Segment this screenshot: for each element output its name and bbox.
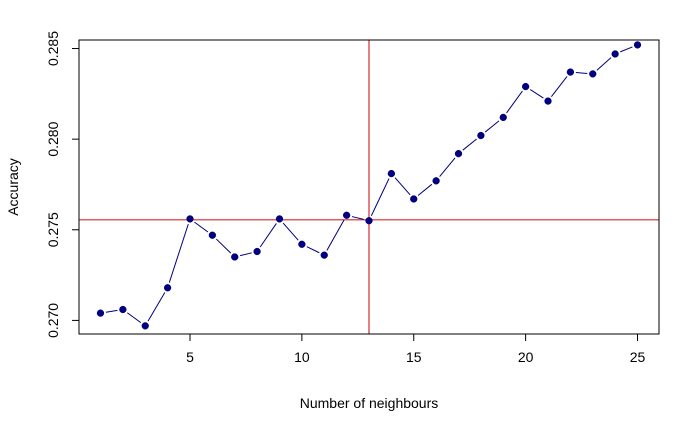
y-tick-label: 0.280 bbox=[45, 121, 61, 156]
data-point bbox=[432, 177, 440, 185]
data-point bbox=[387, 169, 396, 178]
axes-group: 5 10 15 20 25 0.270 0.275 0.280 0.285 bbox=[45, 31, 646, 365]
series-segment bbox=[370, 178, 390, 216]
data-point bbox=[589, 70, 597, 78]
data-point bbox=[544, 97, 552, 105]
series-segment bbox=[168, 223, 189, 283]
data-point bbox=[477, 131, 485, 140]
x-tick-label: 20 bbox=[518, 349, 534, 365]
series-segment bbox=[417, 183, 433, 196]
series-segment bbox=[194, 221, 209, 233]
x-tick-label: 5 bbox=[186, 349, 194, 365]
data-point bbox=[96, 309, 105, 317]
data-point bbox=[275, 215, 284, 223]
series-segment bbox=[529, 89, 544, 99]
series-segment bbox=[351, 216, 364, 220]
data-point bbox=[298, 240, 306, 248]
data-point bbox=[611, 50, 619, 58]
y-axis-label: Accuracy bbox=[5, 158, 21, 216]
data-point bbox=[141, 322, 149, 330]
series-segment bbox=[506, 90, 523, 114]
series-segment bbox=[239, 252, 252, 257]
series-segment bbox=[326, 219, 345, 251]
series-segment bbox=[147, 292, 166, 322]
x-axis-label: Number of neighbours bbox=[300, 395, 439, 411]
data-point bbox=[208, 231, 217, 239]
x-tick-label: 15 bbox=[406, 349, 422, 365]
series-group bbox=[96, 41, 642, 330]
data-point bbox=[186, 215, 194, 223]
series-segment bbox=[620, 46, 633, 53]
series-segment bbox=[550, 76, 568, 98]
series-segment bbox=[127, 312, 142, 324]
data-point bbox=[253, 247, 261, 256]
plot-frame bbox=[78, 39, 660, 335]
series-segment bbox=[575, 72, 588, 74]
y-tick-label: 0.270 bbox=[45, 303, 61, 338]
data-point bbox=[365, 217, 373, 225]
x-tick-label: 25 bbox=[630, 349, 646, 365]
data-point bbox=[119, 305, 127, 314]
data-point bbox=[454, 149, 463, 158]
data-point bbox=[633, 41, 642, 49]
series-segment bbox=[105, 309, 118, 313]
data-point bbox=[342, 211, 351, 219]
series-segment bbox=[484, 120, 500, 133]
series-segment bbox=[306, 246, 320, 254]
data-point bbox=[320, 251, 328, 259]
data-point bbox=[410, 195, 418, 203]
series-segment bbox=[596, 57, 612, 71]
series-segment bbox=[439, 157, 456, 177]
data-point bbox=[231, 253, 239, 261]
series-segment bbox=[462, 138, 477, 151]
series-segment bbox=[259, 223, 277, 248]
series-segment bbox=[394, 177, 411, 196]
y-tick-label: 0.275 bbox=[45, 212, 61, 247]
data-point bbox=[163, 284, 172, 292]
x-tick-label: 10 bbox=[294, 349, 310, 365]
data-point bbox=[499, 113, 507, 122]
series-segment bbox=[215, 238, 232, 254]
data-point bbox=[566, 68, 575, 76]
series-segment bbox=[282, 222, 299, 241]
data-point bbox=[521, 82, 530, 91]
y-tick-label: 0.285 bbox=[45, 31, 61, 66]
